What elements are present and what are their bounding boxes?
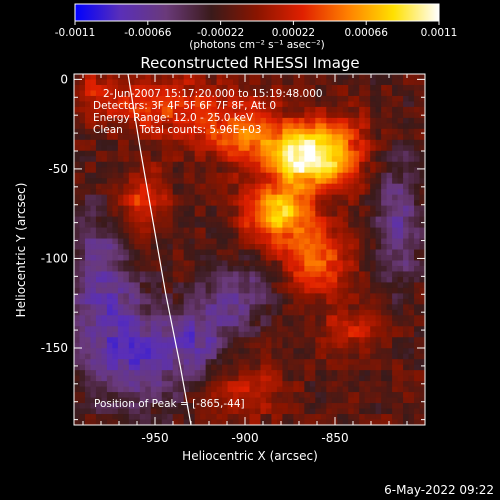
footer-date: 6-May-2022 09:22 [384, 483, 494, 497]
colorbar [74, 3, 440, 22]
y-tick-label: -50 [48, 162, 68, 176]
colorbar-tick-label: -0.00066 [124, 27, 172, 39]
colorbar-tick-label: -0.00022 [197, 27, 244, 39]
solar-limb-curve [127, 74, 192, 425]
heatmap-image [74, 74, 425, 425]
x-tick-label: -850 [321, 431, 348, 445]
x-axis-label: Heliocentric X (arcsec) [182, 449, 318, 463]
info-line-detectors: Detectors: 3F 4F 5F 6F 7F 8F, Att 0 [93, 100, 276, 112]
y-tick-label: 0 [60, 72, 68, 86]
y-axis-label: Heliocentric Y (arcsec) [14, 183, 28, 318]
x-tick-label: -950 [141, 431, 168, 445]
colorbar-tick-label: 0.00066 [344, 27, 388, 39]
axis-ticks: -950 -900 -850 0 -50 -100 -150 [41, 72, 426, 445]
info-line-clean: Clean Total counts: 5.96E+03 [93, 124, 262, 136]
colorbar-ticks: -0.0011 -0.00066 -0.00022 0.00022 0.00066 0.0… [55, 21, 458, 39]
x-tick-label: -900 [231, 431, 258, 445]
colorbar-tick-label: 0.00022 [272, 27, 315, 39]
info-line-energy: Energy Range: 12.0 - 25.0 keV [93, 112, 254, 124]
y-tick-label: -100 [41, 251, 68, 265]
colorbar-tick-label: -0.0011 [55, 27, 96, 39]
info-block: 2-Jun-2007 15:17:20.000 to 15:19:48.000 … [93, 88, 323, 136]
info-line-time: 2-Jun-2007 15:17:20.000 to 15:19:48.000 [103, 88, 323, 100]
colorbar-units-label: (photons cm⁻² s⁻¹ asec⁻²) [189, 39, 324, 51]
peak-position-label: Position of Peak = [-865,-44] [94, 398, 245, 410]
y-tick-label: -150 [41, 341, 68, 355]
plot-frame [73, 73, 426, 426]
chart-title: Reconstructed RHESSI Image [140, 54, 359, 72]
colorbar-tick-label: 0.0011 [421, 27, 458, 39]
